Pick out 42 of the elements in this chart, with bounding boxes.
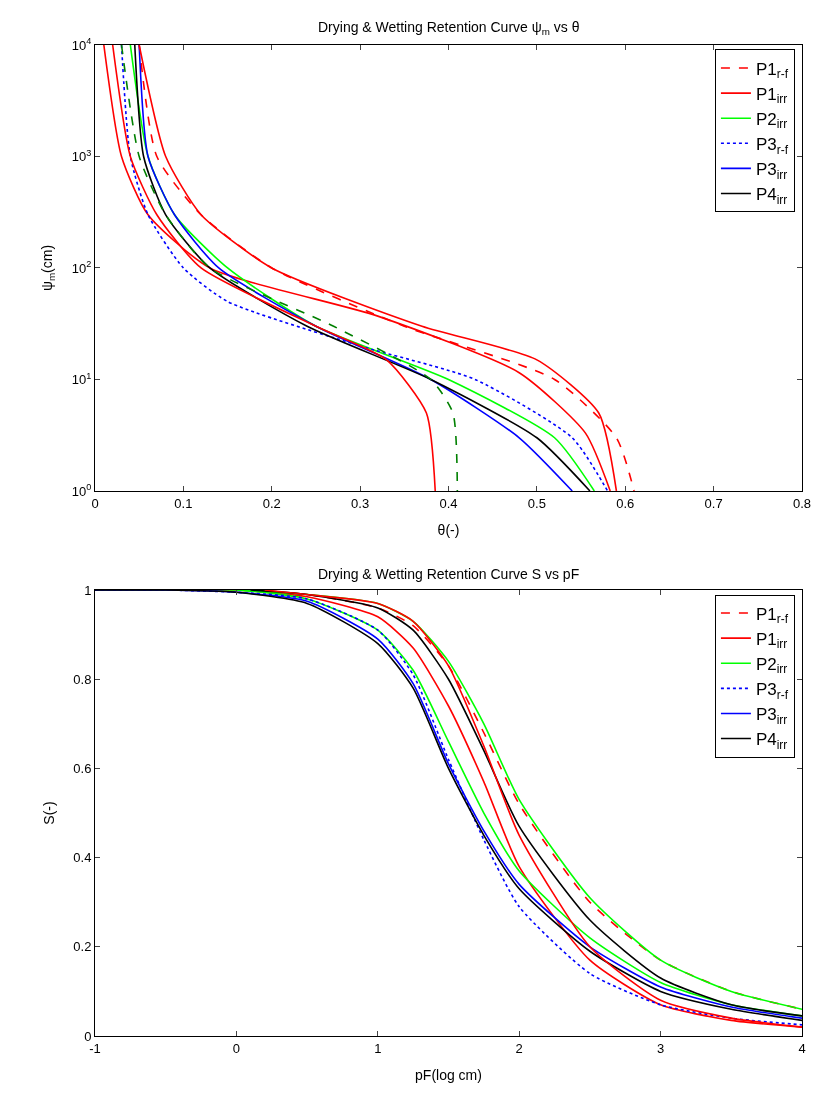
x-tick-label: 0.8 <box>792 495 812 511</box>
y-tick-label: 0.8 <box>73 671 92 687</box>
legend-label: P4$_{irr}$ <box>755 185 788 207</box>
x-axis-title: pF(log cm) <box>415 1066 482 1083</box>
y-axis-title: S(-) <box>40 801 57 825</box>
chart-title: Drying & Wetting Retention Curve ψ$_{m}$ vs θ <box>318 19 580 37</box>
y-tick-label: 10$^{0}$ <box>71 482 92 499</box>
x-tick-label: 2 <box>515 1040 523 1056</box>
y-tick-label: 0.4 <box>73 850 92 866</box>
y-tick-label: 10$^{2}$ <box>71 259 92 276</box>
y-tick-label: 0 <box>84 1028 92 1044</box>
y-tick-label: 0.2 <box>73 939 92 955</box>
legend-label: P3$_{r-f}$ <box>755 679 789 702</box>
x-tick-label: 0.1 <box>174 495 193 511</box>
x-tick-label: 0.5 <box>527 495 546 511</box>
legend-label: P3$_{irr}$ <box>755 705 788 727</box>
y-tick-label: 10$^{1}$ <box>71 370 92 388</box>
legend-label: P2$_{irr}$ <box>755 654 788 677</box>
y-tick-label: 1 <box>84 582 92 598</box>
legend-label: P1$_{irr}$ <box>755 84 788 107</box>
legend-label: P1$_{r-f}$ <box>755 604 789 627</box>
y-tick-label: 10$^{4}$ <box>71 36 92 53</box>
chart-title: Drying & Wetting Retention Curve S vs pF <box>318 566 580 582</box>
x-tick-label: -1 <box>89 1040 101 1056</box>
legend-label: P1$_{irr}$ <box>755 629 788 652</box>
x-tick-label: 1 <box>374 1040 382 1056</box>
x-tick-label: 0.6 <box>616 495 635 511</box>
x-tick-label: 0.7 <box>704 495 723 511</box>
x-tick-label: 0.4 <box>439 495 458 511</box>
x-axis-title: θ(-) <box>437 521 460 538</box>
x-tick-label: 0 <box>232 1040 241 1056</box>
x-tick-label: 4 <box>798 1040 806 1056</box>
y-tick-label: 10$^{3}$ <box>71 147 92 165</box>
x-tick-label: 0.3 <box>351 495 370 511</box>
x-tick-label: 0.2 <box>262 495 281 511</box>
legend-label: P3$_{r-f}$ <box>755 134 789 157</box>
legend-label: P4$_{irr}$ <box>755 730 788 752</box>
legend-label: P1$_{r-f}$ <box>755 59 789 82</box>
legend-label: P3$_{irr}$ <box>755 160 788 182</box>
legend-label: P2$_{irr}$ <box>755 109 788 132</box>
x-tick-label: 3 <box>656 1040 665 1056</box>
y-tick-label: 0.6 <box>73 760 92 776</box>
